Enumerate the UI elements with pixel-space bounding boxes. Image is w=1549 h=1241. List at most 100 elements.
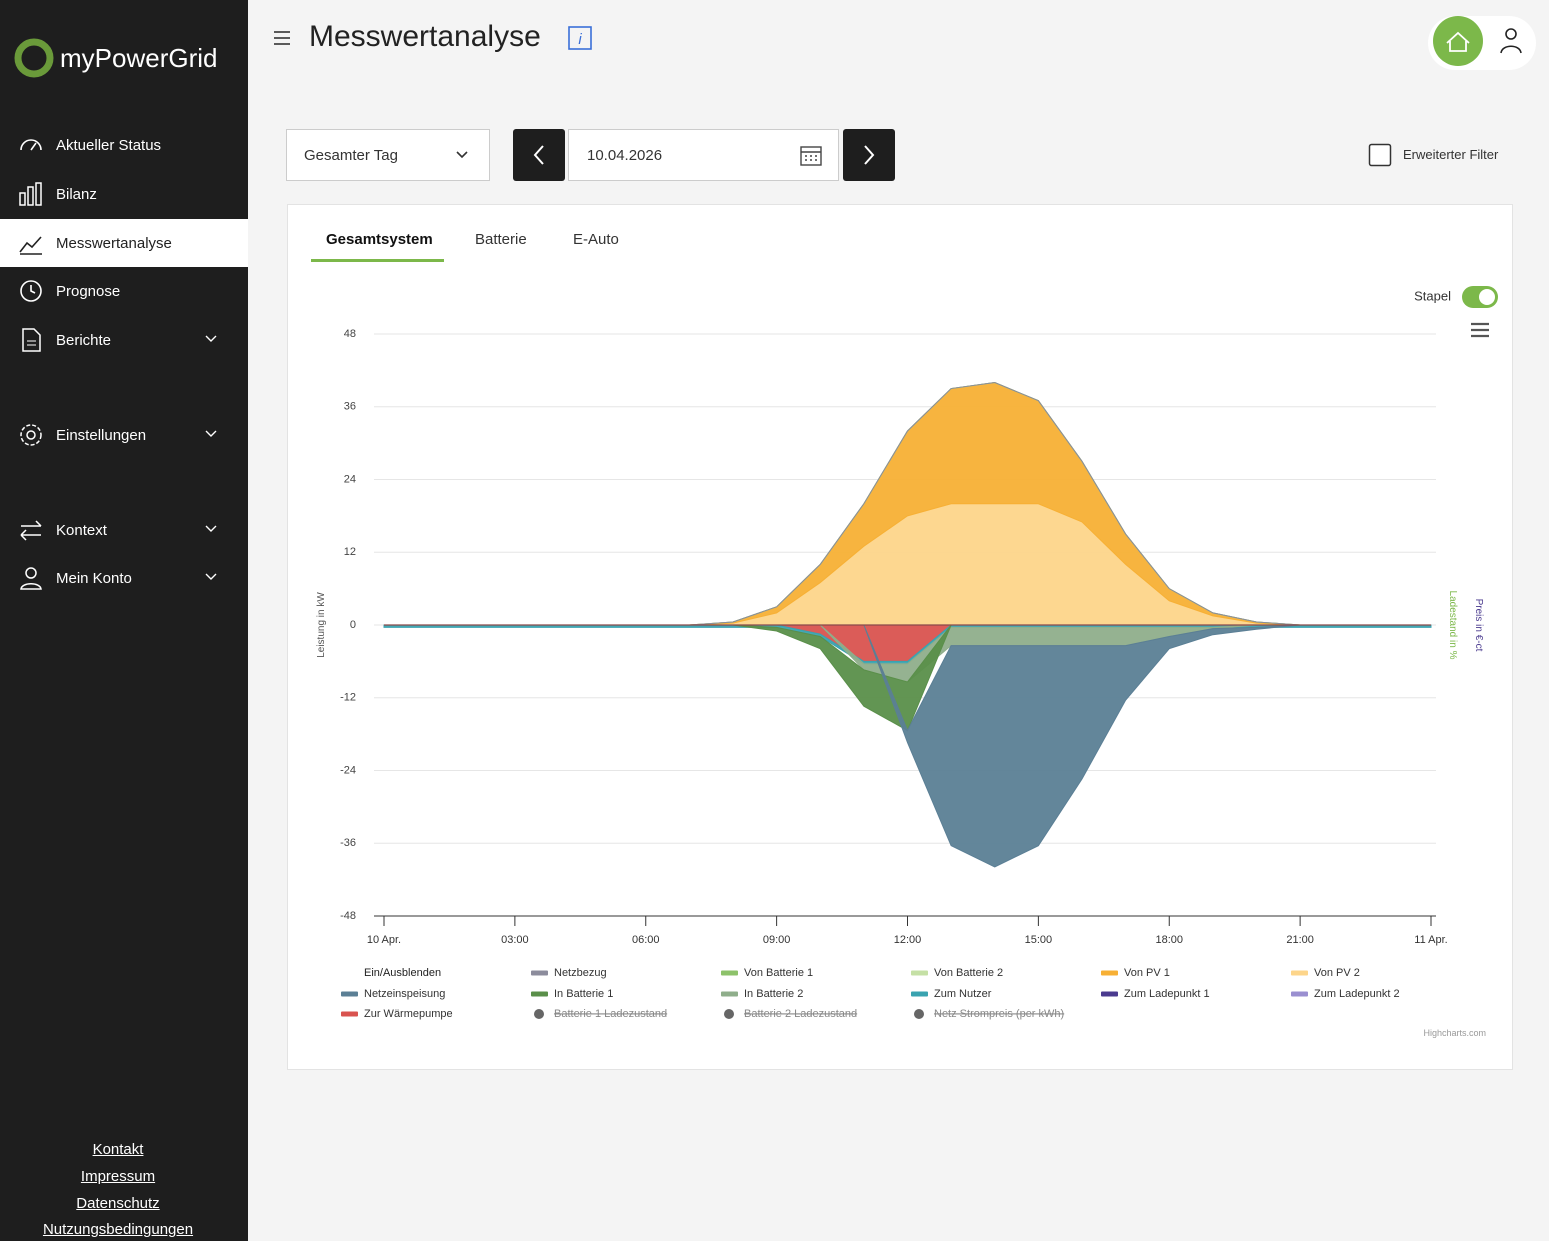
nav-icon xyxy=(19,236,42,255)
legend-item[interactable]: In Batterie 1 xyxy=(531,988,613,1000)
x-tick-label: 09:00 xyxy=(763,934,791,946)
y-tick-label: -12 xyxy=(340,692,356,704)
stack-toggle-label: Stapel xyxy=(1414,288,1451,303)
prev-day-button[interactable] xyxy=(513,129,565,181)
header-actions xyxy=(1428,16,1536,70)
nav-item[interactable]: Bilanz xyxy=(0,170,248,218)
nav-item[interactable]: Einstellungen xyxy=(0,411,248,459)
y-tick-label: 24 xyxy=(344,473,356,485)
legend-swatch xyxy=(531,991,548,997)
next-day-button[interactable] xyxy=(843,129,895,181)
x-tick-label: 10 Apr. xyxy=(367,934,401,946)
home-button[interactable] xyxy=(1433,16,1483,66)
legend-item[interactable]: Zum Ladepunkt 2 xyxy=(1291,988,1400,1000)
legend-item-hidden[interactable]: Batterie 1 Ladezustand xyxy=(534,1008,667,1020)
credits[interactable]: Highcharts.com xyxy=(1423,1028,1486,1038)
series-area xyxy=(384,381,1431,626)
nav-item[interactable]: Prognose xyxy=(0,267,248,315)
menu-toggle[interactable] xyxy=(272,28,292,48)
nav-icon xyxy=(20,520,42,541)
nav-icon xyxy=(20,424,42,446)
legend-item[interactable]: Zum Nutzer xyxy=(911,988,992,1000)
filter-label: Erweiterter Filter xyxy=(1403,147,1499,162)
filter-checkbox[interactable] xyxy=(1368,143,1392,167)
stack-toggle[interactable] xyxy=(1462,286,1498,308)
legend-swatch xyxy=(531,970,548,976)
legend-item[interactable]: Von PV 2 xyxy=(1291,967,1360,979)
legend-item[interactable]: Von PV 1 xyxy=(1101,967,1170,979)
legend-item[interactable]: Von Batterie 2 xyxy=(911,967,1003,979)
footer-link[interactable]: Datenschutz xyxy=(76,1195,160,1212)
nav-item[interactable]: Berichte xyxy=(0,316,248,364)
chevron xyxy=(205,335,217,342)
nav-item[interactable]: Kontext xyxy=(0,506,248,554)
legend-label: Netzbezug xyxy=(554,967,607,979)
nav-item-active[interactable]: Messwertanalyse xyxy=(0,219,248,267)
date-input[interactable]: 10.04.2026 xyxy=(568,129,839,181)
chart-menu[interactable] xyxy=(1471,322,1489,338)
x-tick-label: 21:00 xyxy=(1286,934,1314,946)
y-tick-label: -36 xyxy=(340,837,356,849)
calendar-icon xyxy=(800,146,822,166)
y-tick-label: -24 xyxy=(340,764,356,776)
legend-label: Von PV 2 xyxy=(1314,967,1360,979)
y2-axis-title: Ladestand in % xyxy=(1447,591,1458,660)
legend-swatch xyxy=(911,991,928,997)
svg-text:i: i xyxy=(578,31,582,48)
prev-icon xyxy=(533,145,544,165)
chevron xyxy=(205,430,217,437)
legend-item[interactable]: Netzbezug xyxy=(531,967,607,979)
legend-label: Netzeinspeisung xyxy=(364,988,445,1000)
y-tick-label: 0 xyxy=(350,619,356,631)
sidebar: myPowerGrid Aktueller Status Bilanz Mess… xyxy=(0,0,248,1241)
tab[interactable]: Batterie xyxy=(475,231,527,248)
legend-item[interactable]: Von Batterie 1 xyxy=(721,967,813,979)
chart: Stapel Leistung in kW Ladestand in % Pre… xyxy=(316,286,1498,1038)
page-title: Messwertanalyse xyxy=(309,20,541,53)
brand[interactable]: myPowerGrid xyxy=(14,38,217,78)
legend-item[interactable]: Zum Ladepunkt 1 xyxy=(1101,988,1210,1000)
legend-title: Ein/Ausblenden xyxy=(364,967,441,979)
nav-item[interactable]: Mein Konto xyxy=(0,554,248,602)
user-button[interactable] xyxy=(1505,28,1517,40)
brand-name: myPowerGrid xyxy=(60,42,218,73)
legend-swatch xyxy=(1101,970,1118,976)
y-tick-label: -48 xyxy=(340,910,356,922)
legend-swatch xyxy=(724,1009,734,1019)
y-axis-title: Leistung in kW xyxy=(316,592,327,658)
info-icon[interactable]: i xyxy=(568,26,592,50)
legend-swatch xyxy=(341,991,358,997)
legend-label: Zum Nutzer xyxy=(934,988,992,1000)
legend-label: In Batterie 2 xyxy=(744,988,803,1000)
legend-swatch xyxy=(1101,991,1118,997)
nav-icon xyxy=(20,139,42,151)
legend-item[interactable]: In Batterie 2 xyxy=(721,988,803,1000)
series-area xyxy=(384,624,1431,662)
range-select[interactable]: Gesamter Tag xyxy=(286,129,490,181)
nav-item[interactable]: Aktueller Status xyxy=(0,121,248,169)
tab-active[interactable]: Gesamtsystem xyxy=(326,231,433,248)
next-icon xyxy=(864,145,875,165)
tab-underline xyxy=(311,259,444,262)
legend-item-hidden[interactable]: Netz Strompreis (per kWh) xyxy=(914,1008,1064,1020)
legend-swatch xyxy=(1291,991,1308,997)
footer-link[interactable]: Impressum xyxy=(80,1168,156,1185)
x-tick-label: 11 Apr. xyxy=(1414,934,1447,946)
tab[interactable]: E-Auto xyxy=(573,231,619,248)
legend-swatch xyxy=(721,970,738,976)
x-tick-label: 03:00 xyxy=(501,934,529,946)
nav-label: Einstellungen xyxy=(56,426,147,444)
legend-item[interactable]: Netzeinspeisung xyxy=(341,988,445,1000)
nav-icon xyxy=(20,280,42,302)
nav-label: Messwertanalyse xyxy=(56,234,172,252)
legend-label: In Batterie 1 xyxy=(554,988,613,1000)
footer-link[interactable]: Kontakt xyxy=(92,1141,144,1158)
legend-item-hidden[interactable]: Batterie 2 Ladezustand xyxy=(724,1008,857,1020)
chevron xyxy=(205,525,217,532)
brand-logo xyxy=(14,38,54,78)
legend-swatch xyxy=(911,970,928,976)
footer-link[interactable]: Nutzungsbedingungen xyxy=(42,1221,194,1238)
legend-item[interactable]: Zur Wärmepumpe xyxy=(341,1008,453,1020)
legend-label: Batterie 1 Ladezustand xyxy=(554,1008,667,1020)
